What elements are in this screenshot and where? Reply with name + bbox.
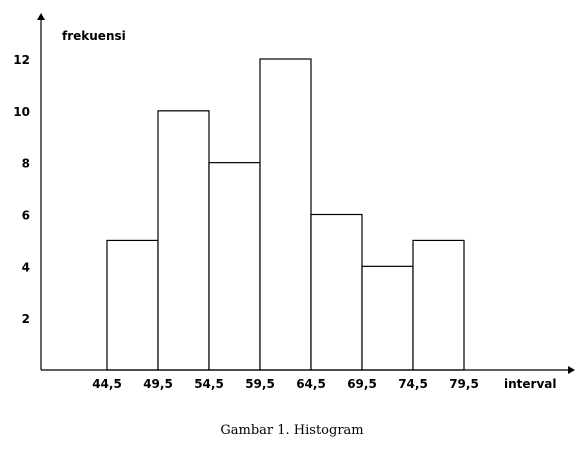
y-tick-label: 12 (13, 53, 30, 67)
histogram-bar-6 (361, 265, 414, 371)
histogram-bar-5 (310, 213, 363, 371)
y-tick-label: 4 (22, 260, 30, 274)
x-tick-label: 59,5 (245, 377, 275, 391)
x-tick-labels: 44,5 49,5 54,5 59,5 64,5 69,5 74,5 79,5 (92, 377, 479, 391)
x-tick-label: 69,5 (347, 377, 377, 391)
x-tick-label: 54,5 (194, 377, 224, 391)
x-tick-label: 49,5 (143, 377, 173, 391)
histogram-bar-3 (208, 162, 261, 371)
histogram-bar-2 (157, 110, 210, 371)
histogram-bar-1 (106, 239, 159, 371)
x-tick-label: 74,5 (398, 377, 428, 391)
y-tick-label: 2 (22, 312, 30, 326)
y-axis-label: frekuensi (62, 29, 126, 43)
x-tick-label: 64,5 (296, 377, 326, 391)
bars-group (106, 58, 465, 371)
y-tick-label: 6 (22, 209, 30, 223)
x-tick-label: 79,5 (449, 377, 479, 391)
x-axis-label: interval (504, 377, 556, 391)
figure-caption: Gambar 1. Histogram (220, 423, 364, 438)
y-tick-labels: 2 4 6 8 10 12 (13, 53, 30, 326)
y-tick-label: 8 (22, 157, 30, 171)
histogram-bar-4 (259, 58, 312, 371)
x-tick-label: 44,5 (92, 377, 122, 391)
histogram-bar-7 (412, 239, 465, 371)
y-tick-label: 10 (13, 105, 30, 119)
